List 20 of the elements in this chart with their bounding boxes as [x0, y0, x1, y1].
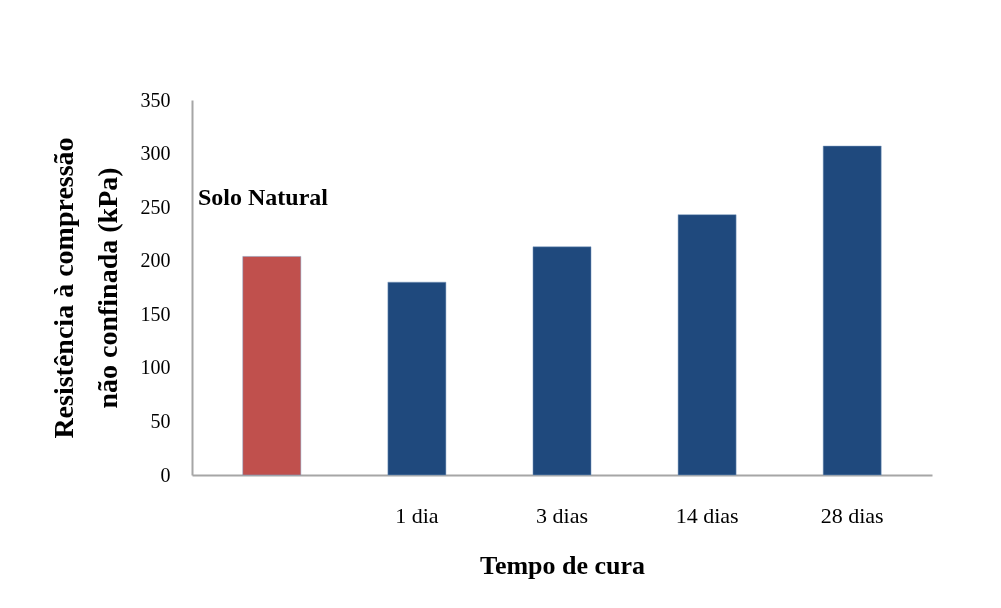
y-tick-label: 300 [140, 142, 171, 165]
bar [242, 256, 302, 476]
x-tick-label: 28 dias [820, 502, 884, 528]
x-tick-label: 1 dia [395, 502, 439, 528]
y-tick-label: 50 [150, 409, 171, 432]
x-axis-title: Tempo de cura [479, 550, 646, 580]
y-tick-label: 100 [140, 356, 171, 379]
annotation: Solo Natural [198, 184, 329, 210]
bar [677, 214, 737, 476]
bar [532, 246, 592, 476]
y-tick-label: 350 [140, 88, 171, 111]
y-tick-label: 0 [160, 463, 171, 486]
x-tick-label: 3 dias [536, 502, 588, 528]
y-tick-label: 200 [140, 249, 171, 272]
bar [387, 281, 447, 476]
bar [822, 145, 882, 476]
y-axis-title: Resistência à compressão não confinada (kPa) [47, 137, 123, 439]
y-tick-label: 150 [140, 302, 171, 325]
y-tick-label: 250 [140, 195, 171, 218]
x-tick-label: 14 dias [675, 502, 739, 528]
